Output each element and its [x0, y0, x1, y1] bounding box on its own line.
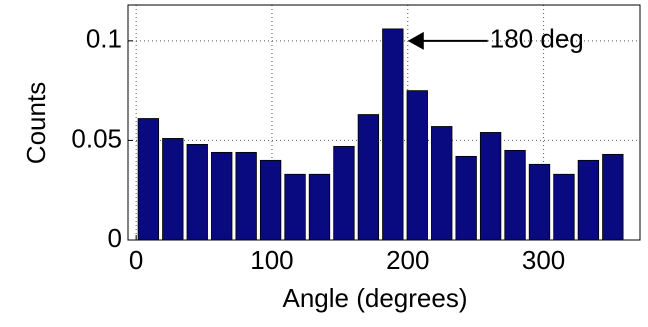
bar	[455, 155, 477, 241]
bar	[431, 126, 453, 241]
x-tick-label: 300	[522, 245, 565, 275]
y-tick-label: 0.05	[71, 123, 122, 153]
y-tick-label: 0.1	[86, 24, 122, 54]
bar	[382, 28, 404, 241]
bar	[186, 144, 208, 241]
bar	[137, 118, 160, 241]
bar	[259, 159, 282, 241]
bar	[308, 173, 331, 241]
bar	[479, 132, 502, 241]
y-tick-label: 0	[108, 223, 122, 253]
bar	[333, 145, 355, 241]
bar	[284, 173, 306, 241]
bar	[504, 149, 526, 241]
y-axis-label: Counts	[21, 82, 51, 164]
bar	[528, 163, 551, 241]
x-tick-label: 200	[386, 245, 429, 275]
bar	[602, 153, 624, 241]
bar	[162, 138, 184, 241]
bar	[357, 114, 380, 241]
x-axis-label: Angle (degrees)	[283, 283, 468, 313]
x-tick-label: 0	[129, 245, 143, 275]
bar	[577, 159, 600, 241]
plot-frame	[127, 4, 641, 241]
x-tick-label: 100	[250, 245, 293, 275]
bar	[211, 151, 233, 241]
bar	[553, 173, 575, 241]
annotation: 180 deg	[490, 24, 584, 54]
bar	[235, 151, 257, 241]
bar	[406, 90, 428, 241]
annotation-arrowhead	[407, 31, 424, 50]
